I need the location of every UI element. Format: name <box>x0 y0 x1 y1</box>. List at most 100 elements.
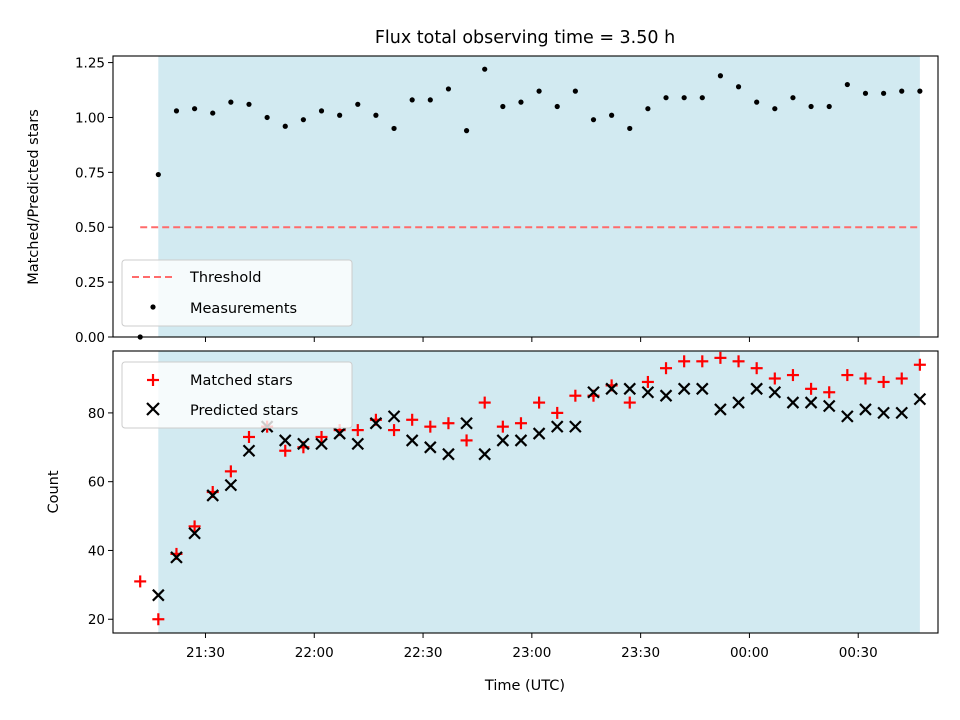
matched-star-point <box>551 406 564 419</box>
predicted-star-point <box>496 434 510 447</box>
measurement-point <box>717 73 724 79</box>
top-legend-box <box>121 259 353 327</box>
predicted-star-point <box>405 434 419 447</box>
predicted-star-point <box>804 396 818 409</box>
marker-stroke <box>315 437 328 451</box>
marker-stroke <box>496 434 510 447</box>
measurement-point <box>609 112 615 118</box>
measurement-point <box>735 84 742 90</box>
predicted-star-point <box>732 396 745 409</box>
measurement-point <box>228 99 234 105</box>
marker-stroke <box>605 382 618 396</box>
matched-star-point <box>768 372 781 385</box>
top-y-tick-label: 1.00 <box>75 110 105 126</box>
measurement-point <box>318 108 325 114</box>
predicted-star-point <box>369 416 383 430</box>
marker-stroke <box>895 406 909 420</box>
bottom-legend: Matched stars Predicted stars <box>121 361 353 429</box>
top-y-tick-label: 0.50 <box>75 220 105 236</box>
predicted-star-point <box>641 385 655 399</box>
matched-star-point <box>315 430 328 443</box>
matched-star-point <box>714 351 727 364</box>
matched-star-point <box>424 420 437 433</box>
marker-stroke <box>460 416 473 430</box>
marker-stroke <box>768 385 782 399</box>
bottom-y-axis-label: Count <box>46 470 62 513</box>
measurement-point <box>300 117 306 123</box>
marker-stroke <box>424 441 437 454</box>
predicted-star-point <box>224 478 238 492</box>
measurement-point <box>210 110 216 116</box>
predicted-star-point <box>297 437 310 451</box>
matched-legend-marker <box>147 374 159 386</box>
marker-stroke <box>623 382 637 396</box>
marker-stroke <box>822 399 836 413</box>
predicted-star-point <box>714 403 727 416</box>
marker-stroke <box>188 526 201 540</box>
measurement-point <box>663 95 669 101</box>
predicted-star-point <box>514 434 528 447</box>
matched-star-point <box>496 420 509 433</box>
matched-star-point <box>188 520 201 533</box>
measurement-point <box>627 125 633 132</box>
matched-legend-label: Matched stars <box>190 373 293 389</box>
marker-stroke <box>297 437 310 451</box>
marker-stroke <box>514 434 528 447</box>
matched-star-point <box>805 382 818 395</box>
predicted-star-point <box>877 406 890 420</box>
matched-star-point <box>660 362 673 375</box>
chart-title: Flux total observing time = 3.50 h <box>375 28 675 48</box>
measurement-point <box>790 95 796 101</box>
marker-stroke <box>659 389 673 402</box>
predicted-star-point <box>152 588 165 602</box>
marker-stroke <box>913 392 927 406</box>
predicted-star-point <box>170 551 183 564</box>
predicted-star-point <box>895 406 909 420</box>
measurement-point <box>518 99 524 105</box>
marker-stroke <box>641 385 655 399</box>
matched-star-point <box>859 372 872 385</box>
marker-stroke <box>841 410 854 423</box>
marker-stroke <box>732 396 745 409</box>
matched-star-point <box>134 575 147 588</box>
predicted-star-point <box>859 403 872 416</box>
matched-star-point <box>242 430 255 443</box>
matched-star-point <box>478 396 491 409</box>
predicted-star-point <box>605 382 618 396</box>
predicted-star-point <box>424 441 437 454</box>
matched-star-point <box>732 355 745 368</box>
measurements-legend-label: Measurements <box>190 301 297 317</box>
measurement-point <box>917 88 923 94</box>
measurement-point <box>844 81 850 88</box>
measurement-point <box>826 103 832 110</box>
measurement-point <box>808 103 814 110</box>
measurement-point <box>445 86 452 92</box>
bottom-legend-box <box>121 361 353 429</box>
x-tick-label: 22:30 <box>404 645 443 661</box>
predicted-star-point <box>460 416 473 430</box>
measurement-point <box>409 97 415 103</box>
top-y-tick-label: 0.75 <box>75 165 105 181</box>
marker-stroke <box>206 489 220 502</box>
predicted-star-point <box>188 526 201 540</box>
marker-stroke <box>587 385 600 399</box>
matched-star-point <box>152 613 165 626</box>
measurement-point <box>282 123 288 129</box>
measurement-point <box>699 95 705 101</box>
measurement-point <box>391 125 397 132</box>
matched-star-point <box>696 355 709 368</box>
marker-stroke <box>569 420 582 433</box>
marker-stroke <box>677 382 691 396</box>
measurement-point <box>463 128 470 134</box>
measurement-point <box>554 103 560 110</box>
bottom-y-tick-label: 20 <box>88 612 105 628</box>
measurement-point <box>355 101 361 107</box>
top-y-tick-label: 1.25 <box>75 56 105 72</box>
marker-stroke <box>714 403 727 416</box>
measurement-point <box>191 106 198 112</box>
marker-stroke <box>550 420 564 433</box>
predicted-star-point <box>587 385 600 399</box>
measurement-point <box>754 99 760 105</box>
measurement-point <box>264 114 270 121</box>
measurement-point <box>427 97 433 103</box>
